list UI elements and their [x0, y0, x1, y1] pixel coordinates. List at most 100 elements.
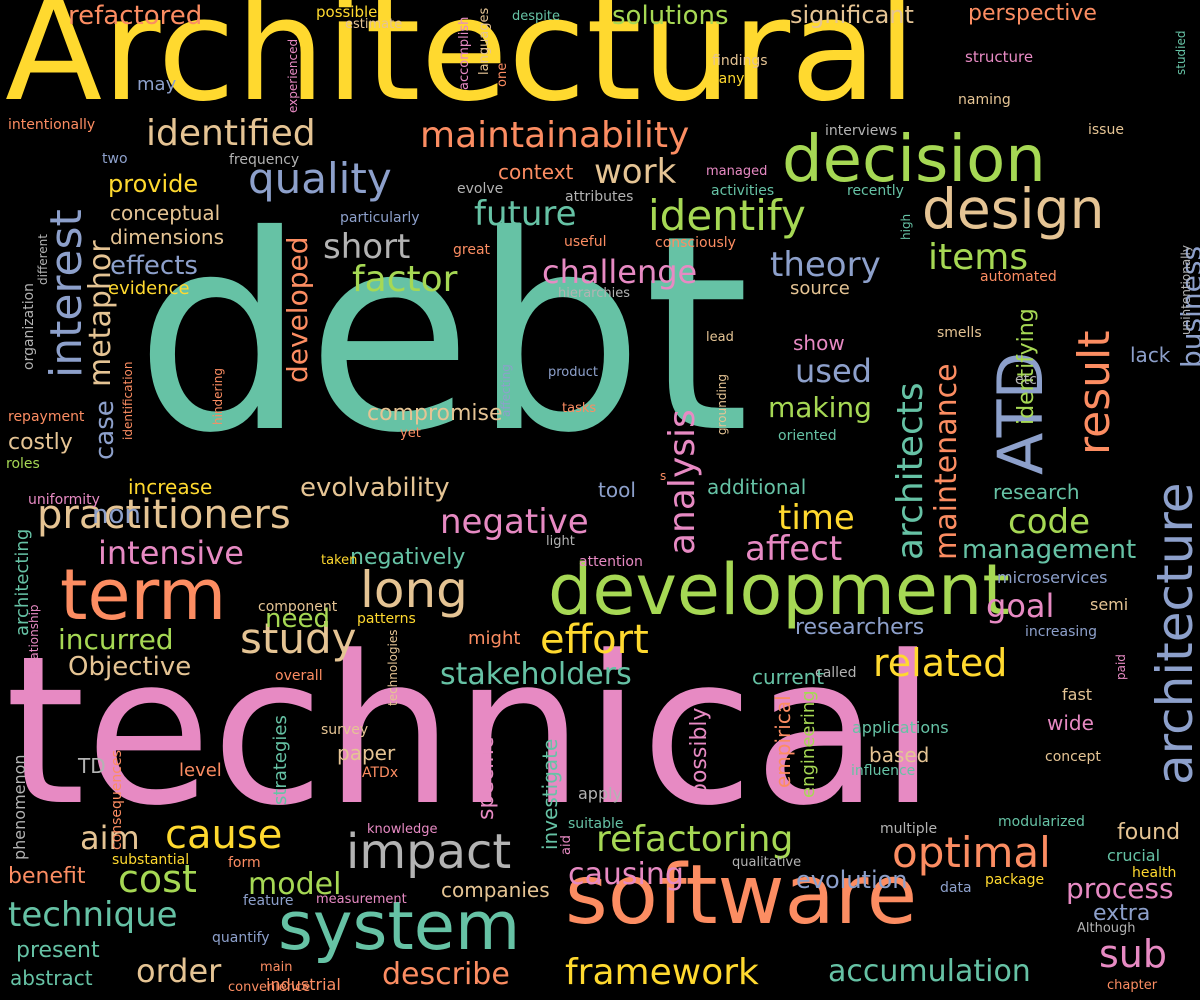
word-system: system — [278, 887, 521, 965]
word-effort: effort — [540, 617, 649, 663]
word-paid: paid — [1114, 654, 1128, 680]
word-term: term — [60, 554, 227, 636]
word-possibly: possibly — [687, 707, 712, 797]
word-patterns: patterns — [357, 611, 416, 627]
word-items: items — [928, 237, 1029, 278]
word-case: case — [90, 400, 120, 460]
word-code: code — [1008, 502, 1090, 542]
word-developed: developed — [281, 236, 314, 383]
word-main: main — [260, 960, 293, 975]
word-useful: useful — [564, 234, 607, 250]
word-attention: attention — [579, 554, 643, 570]
word-making: making — [768, 391, 872, 424]
word-product: product — [548, 365, 599, 380]
word-naming: naming — [958, 92, 1011, 108]
word-technologies: technologies — [386, 629, 400, 707]
word-development: development — [548, 549, 1010, 631]
word-debt: debt — [135, 177, 750, 492]
word-engineering: engineering — [798, 690, 819, 798]
word-maintenance: maintenance — [929, 363, 964, 560]
word-causing: causing — [568, 857, 684, 892]
word-objective: Objective — [68, 652, 192, 682]
word-measurement: measurement — [316, 892, 407, 907]
word-framework: framework — [565, 952, 759, 993]
word-estimate: estimate — [345, 17, 403, 32]
word-feature: feature — [243, 893, 294, 909]
word-source: source — [790, 278, 850, 299]
word-describe: describe — [382, 957, 510, 992]
word-short: short — [323, 227, 411, 267]
word-health: health — [1132, 865, 1177, 881]
word-sub: sub — [1099, 932, 1168, 976]
word-affecting: affecting — [499, 364, 513, 417]
word-researchers: researchers — [795, 615, 925, 640]
word-smells: smells — [937, 325, 982, 341]
word-provide: provide — [108, 170, 199, 198]
word-order: order — [136, 952, 222, 990]
word-unintentionally: unintentionally — [1179, 245, 1193, 335]
word-yet: yet — [400, 426, 421, 441]
word-attributes: attributes — [565, 189, 634, 205]
word-intensive: intensive — [98, 534, 244, 572]
word-empirical: empirical — [771, 695, 795, 788]
word-technical: technical — [5, 613, 937, 851]
word-managed: managed — [706, 164, 768, 179]
word-theory: theory — [770, 245, 881, 285]
word-evolvability: evolvability — [300, 473, 450, 503]
word-accumulation: accumulation — [828, 954, 1031, 989]
word-overall: overall — [275, 668, 323, 684]
word-identification: identification — [121, 361, 135, 440]
word-perspective: perspective — [968, 1, 1097, 26]
word-high: high — [899, 213, 913, 240]
word-applications: applications — [852, 718, 949, 737]
word-uniformity: uniformity — [28, 492, 100, 508]
word-tool: tool — [598, 478, 636, 502]
word-refactored: refactored — [68, 1, 203, 31]
word-research: research — [993, 480, 1080, 504]
word-dimensions: dimensions — [110, 225, 225, 249]
word-increasing: increasing — [1025, 624, 1098, 640]
word-compromise: compromise — [367, 401, 503, 426]
word-negatively: negatively — [350, 545, 466, 570]
word-grounding: grounding — [715, 373, 729, 435]
word-additional: additional — [707, 475, 807, 499]
word-cause: cause — [165, 812, 283, 858]
word-abstract: abstract — [10, 966, 93, 990]
word-semi: semi — [1090, 595, 1129, 614]
word-roles: roles — [6, 456, 40, 472]
word-evidence: evidence — [108, 278, 190, 299]
word-intentionally: intentionally — [8, 117, 96, 133]
word-frequency: frequency — [229, 152, 300, 168]
word-called: called — [815, 665, 857, 681]
word-technique: technique — [8, 895, 178, 935]
word-oriented: oriented — [778, 428, 837, 444]
word-quality: quality — [248, 154, 392, 203]
word-negative: negative — [440, 502, 589, 542]
word-crucial: crucial — [1107, 846, 1161, 865]
word-many: many — [705, 71, 745, 87]
word-consciously: consciously — [655, 235, 736, 251]
word-data: data — [940, 880, 972, 896]
word-companies: companies — [441, 878, 550, 902]
word-despite: despite — [512, 9, 560, 24]
word-incurred: incurred — [58, 623, 174, 656]
word-structure: structure — [965, 48, 1034, 66]
word-form: form — [228, 855, 261, 871]
word-software: software — [565, 848, 918, 943]
word-consequences: consequences — [109, 750, 125, 850]
word-goal: goal — [986, 587, 1055, 625]
word-current: current — [752, 665, 825, 689]
word-package: package — [985, 872, 1045, 888]
word-architecting: architecting — [12, 528, 33, 636]
word-repayment: repayment — [8, 409, 85, 425]
word-affect: affect — [745, 529, 843, 569]
word-industrial: industrial — [266, 975, 341, 994]
word-costly: costly — [8, 430, 73, 455]
word-show: show — [793, 331, 845, 355]
word-studied: studied — [1174, 30, 1188, 75]
word-effects: effects — [110, 251, 198, 281]
word-suitable: suitable — [568, 816, 624, 832]
word-future: future — [474, 194, 577, 234]
word-accomplish: accomplish — [457, 16, 472, 90]
